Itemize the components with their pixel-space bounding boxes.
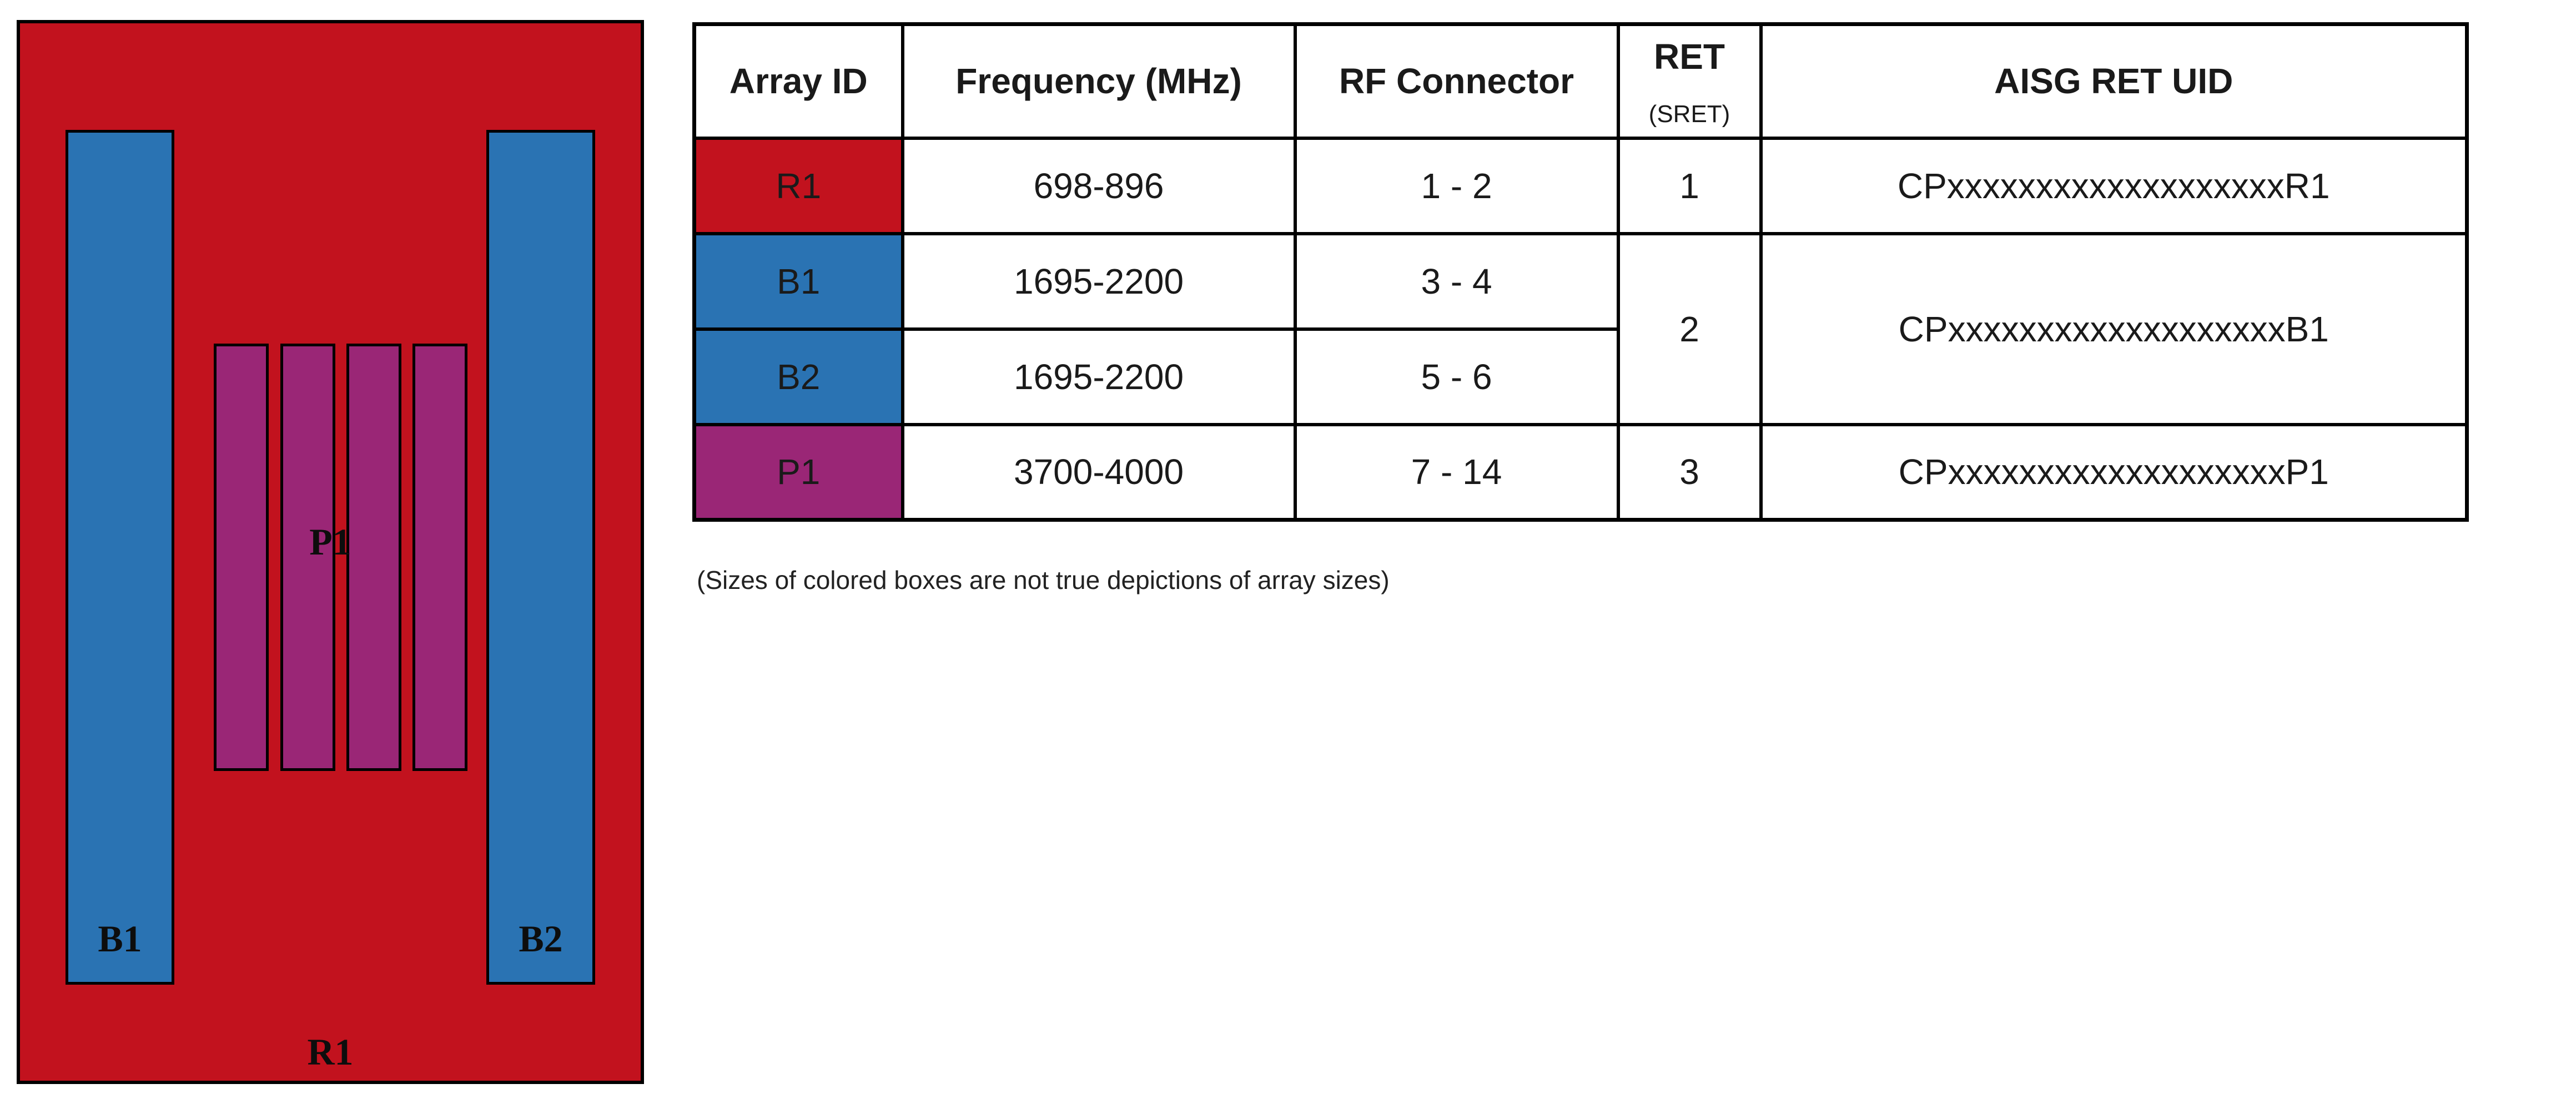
header-frequency: Frequency (MHz) <box>900 22 1297 140</box>
array-bar-p1-element-2 <box>280 344 335 771</box>
aisg-uid-cell: CPxxxxxxxxxxxxxxxxxxxR1 <box>1759 136 2469 235</box>
header-rf-connector: RF Connector <box>1293 22 1620 140</box>
array-id-cell: P1 <box>692 422 904 522</box>
array-bar-b1-label: B1 <box>98 918 142 960</box>
header-aisg-uid: AISG RET UID <box>1759 22 2469 140</box>
table-row-p1: P1 3700-4000 7 - 14 3 CPxxxxxxxxxxxxxxxx… <box>692 422 2469 522</box>
header-ret-subtitle: (SRET) <box>1648 100 1730 128</box>
array-bar-b2: B2 <box>486 130 595 985</box>
aisg-uid-cell-merged: CPxxxxxxxxxxxxxxxxxxxB1 <box>1759 231 2469 426</box>
array-id-cell: B2 <box>692 327 904 426</box>
table-header-row: Array ID Frequency (MHz) RF Connector RE… <box>692 22 2469 140</box>
table-row-r1: R1 698-896 1 - 2 1 CPxxxxxxxxxxxxxxxxxxx… <box>692 136 2469 235</box>
ret-cell: 3 <box>1616 422 1763 522</box>
antenna-panel-r1: B1 B2 P1 R1 <box>17 20 644 1084</box>
frequency-cell: 1695-2200 <box>900 327 1297 426</box>
array-id-cell: R1 <box>692 136 904 235</box>
rf-connector-cell: 5 - 6 <box>1293 327 1620 426</box>
rf-connector-cell: 3 - 4 <box>1293 231 1620 331</box>
size-disclaimer-note: (Sizes of colored boxes are not true dep… <box>697 566 1390 594</box>
header-ret: RET (SRET) <box>1616 22 1763 140</box>
frequency-cell: 3700-4000 <box>900 422 1297 522</box>
frequency-cell: 698-896 <box>900 136 1297 235</box>
array-bar-b1: B1 <box>66 130 174 985</box>
aisg-uid-cell: CPxxxxxxxxxxxxxxxxxxxP1 <box>1759 422 2469 522</box>
header-array-id: Array ID <box>692 22 904 140</box>
rf-connector-cell: 7 - 14 <box>1293 422 1620 522</box>
frequency-cell: 1695-2200 <box>900 231 1297 331</box>
array-id-cell: B1 <box>692 231 904 331</box>
ret-cell: 1 <box>1616 136 1763 235</box>
header-ret-title: RET <box>1654 37 1725 77</box>
array-mapping-table: Array ID Frequency (MHz) RF Connector RE… <box>692 22 2469 522</box>
array-bar-p1-element-3 <box>346 344 401 771</box>
ret-cell-merged: 2 <box>1616 231 1763 426</box>
table-row-b2: B2 1695-2200 5 - 6 <box>692 327 2467 426</box>
array-bar-p1-element-4 <box>412 344 467 771</box>
panel-r1-label: R1 <box>307 1031 354 1073</box>
array-bar-b2-label: B2 <box>519 918 563 960</box>
table-row-b1: B1 1695-2200 3 - 4 2 CPxxxxxxxxxxxxxxxxx… <box>692 231 2469 426</box>
rf-connector-cell: 1 - 2 <box>1293 136 1620 235</box>
array-bar-p1-element-1 <box>214 344 269 771</box>
array-p1-label: P1 <box>309 521 351 563</box>
